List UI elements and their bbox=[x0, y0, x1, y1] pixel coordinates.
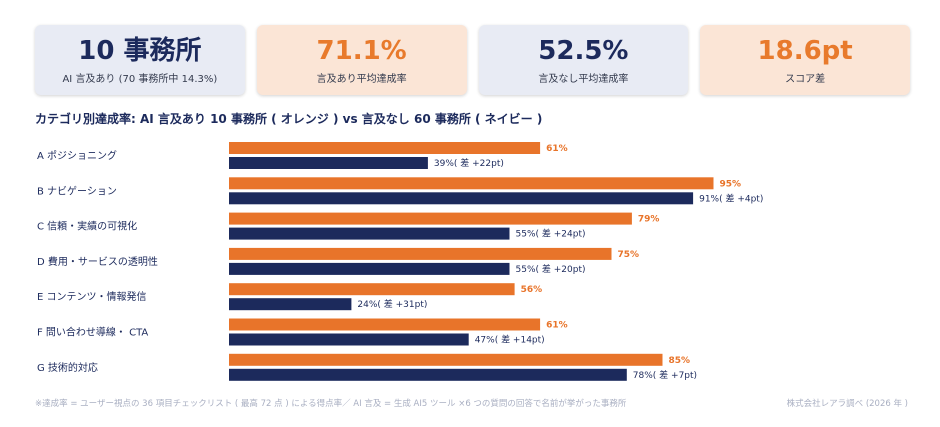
kpi-label: 言及なし平均達成率 bbox=[538, 73, 629, 85]
data-label-ai-mentioned: 95% bbox=[720, 179, 742, 189]
bar-ai-mentioned bbox=[229, 353, 663, 366]
kpi-value: 18.6pt bbox=[757, 35, 853, 66]
data-label-not-mentioned: 47%( 差 +14pt) bbox=[475, 334, 545, 346]
category-label: D 費用・サービスの透明性 bbox=[37, 255, 158, 268]
data-label-ai-mentioned: 61% bbox=[546, 321, 568, 331]
kpi-label: スコア差 bbox=[785, 73, 826, 85]
bar-not-mentioned bbox=[229, 368, 627, 381]
bar-not-mentioned bbox=[229, 192, 694, 205]
category-label: F 問い合わせ導線・ CTA bbox=[37, 326, 148, 339]
kpi-card-score-gap: 18.6pt スコア差 bbox=[700, 25, 910, 95]
kpi-value: 71.1% bbox=[316, 35, 407, 66]
category-label: A ポジショニング bbox=[37, 149, 117, 162]
chart-title: カテゴリ別達成率: AI 言及あり 10 事務所 ( オレンジ ) vs 言及な… bbox=[35, 112, 543, 126]
kpi-card-ai-mentioned: 10 事務所 AI 言及あり (70 事務所中 14.3%) bbox=[35, 25, 245, 95]
bar-not-mentioned bbox=[229, 333, 469, 346]
bar-not-mentioned bbox=[229, 227, 510, 240]
category-label: G 技術的対応 bbox=[37, 361, 98, 374]
bar-not-mentioned bbox=[229, 262, 510, 275]
kpi-card-not-mentioned-average: 52.5% 言及なし平均達成率 bbox=[478, 25, 689, 95]
bar-not-mentioned bbox=[229, 157, 428, 169]
bar-ai-mentioned bbox=[229, 247, 612, 260]
data-label-not-mentioned: 91%( 差 +4pt) bbox=[699, 192, 763, 204]
data-label-not-mentioned: 55%( 差 +20pt) bbox=[516, 263, 586, 275]
data-label-not-mentioned: 78%( 差 +7pt) bbox=[633, 369, 697, 381]
kpi-value: 10 事務所 bbox=[78, 35, 202, 66]
data-label-not-mentioned: 39%( 差 +22pt) bbox=[434, 157, 504, 169]
data-label-ai-mentioned: 79% bbox=[638, 215, 660, 225]
category-bar-chart: A ポジショニング 61% 39%( 差 +22pt) B ナビゲーション 95% 91%… bbox=[37, 142, 763, 381]
bar-ai-mentioned bbox=[229, 283, 515, 296]
kpi-label: AI 言及あり (70 事務所中 14.3%) bbox=[62, 73, 218, 85]
category-label: E コンテンツ・情報発信 bbox=[37, 290, 147, 303]
kpi-value: 52.5% bbox=[538, 35, 629, 66]
kpi-card-mentioned-average: 71.1% 言及あり平均達成率 bbox=[256, 25, 467, 95]
data-label-ai-mentioned: 85% bbox=[669, 356, 691, 366]
category-label: B ナビゲーション bbox=[37, 185, 117, 197]
footnote: ※達成率 = ユーザー視点の 36 項目チェックリスト ( 最高 72 点 ) … bbox=[35, 399, 627, 409]
bar-ai-mentioned bbox=[229, 142, 541, 154]
data-label-ai-mentioned: 61% bbox=[546, 144, 568, 154]
bar-ai-mentioned bbox=[229, 318, 541, 331]
category-label: C 信頼・実績の可視化 bbox=[37, 220, 137, 233]
kpi-label: 言及あり平均達成率 bbox=[316, 73, 407, 85]
data-label-ai-mentioned: 75% bbox=[618, 250, 640, 260]
bar-ai-mentioned bbox=[229, 212, 632, 225]
data-label-not-mentioned: 55%( 差 +24pt) bbox=[516, 228, 586, 240]
bar-ai-mentioned bbox=[229, 177, 714, 190]
data-label-ai-mentioned: 56% bbox=[521, 285, 543, 295]
source-credit: 株式会社レアラ調べ (2026 年 ) bbox=[786, 399, 908, 409]
data-label-not-mentioned: 24%( 差 +31pt) bbox=[357, 298, 427, 310]
kpi-cards: 10 事務所 AI 言及あり (70 事務所中 14.3%) 71.1% 言及あ… bbox=[35, 25, 910, 95]
bar-not-mentioned bbox=[229, 298, 352, 311]
